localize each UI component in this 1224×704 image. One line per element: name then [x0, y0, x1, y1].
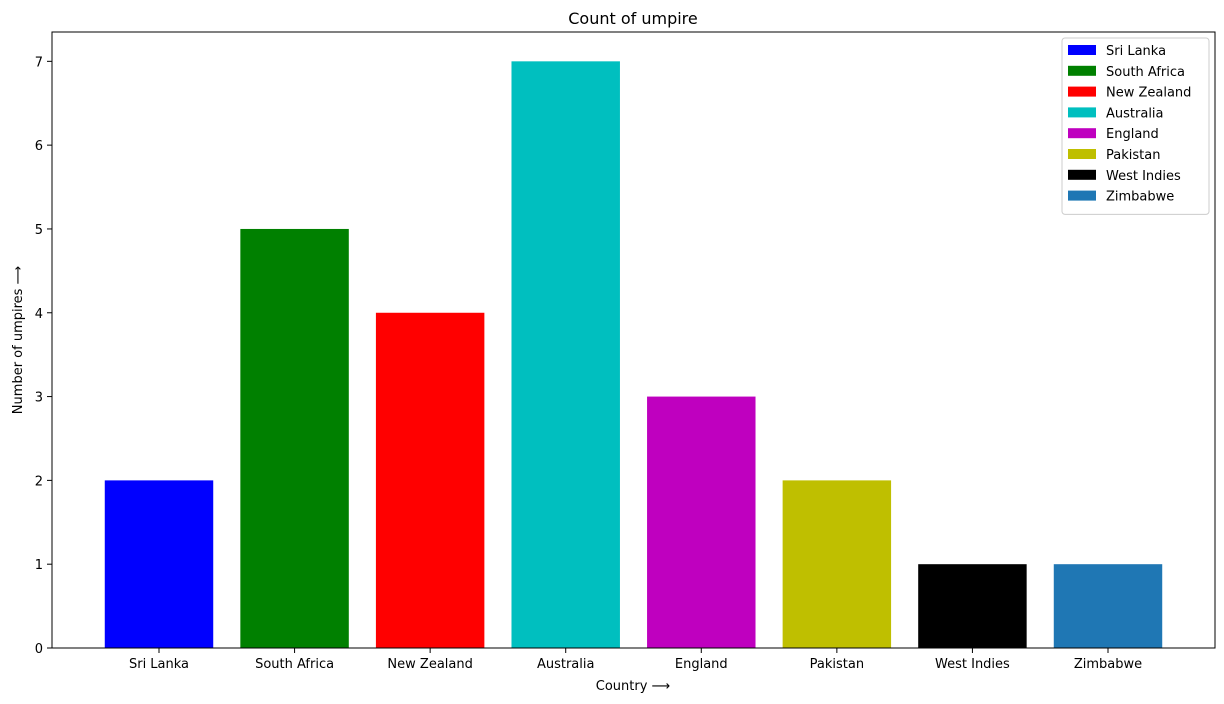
- plot-frame: [51, 31, 1216, 649]
- y-tick-label: 6: [35, 139, 43, 154]
- legend-label: Australia: [1106, 106, 1164, 121]
- legend-swatch: [1068, 86, 1096, 97]
- bar-sri-lanka: [104, 480, 214, 648]
- y-tick-label: 0: [35, 642, 43, 657]
- y-tick-label: 5: [35, 223, 43, 238]
- legend-box: [1061, 37, 1210, 215]
- bars-group: [104, 61, 1163, 649]
- x-tick-label: West Indies: [935, 657, 1010, 672]
- x-tick-label: South Africa: [255, 657, 334, 672]
- y-tick-label: 2: [35, 474, 43, 489]
- x-tick-label: England: [675, 657, 728, 672]
- chart-title: Count of umpire: [568, 9, 698, 28]
- x-axis-ticks: Sri Lanka South Africa New Zealand Austr…: [129, 648, 1142, 672]
- legend-swatch: [1068, 128, 1096, 139]
- y-axis-label: Number of umpires ⟶: [11, 266, 26, 414]
- bar-pakistan: [782, 480, 892, 648]
- legend-swatch: [1068, 169, 1096, 180]
- y-axis-ticks: 0 1 2 3 4 5 6 7: [35, 55, 52, 657]
- x-axis-label: Country ⟶: [596, 679, 670, 694]
- x-tick-label: New Zealand: [387, 657, 472, 672]
- bar-england: [647, 396, 756, 648]
- legend-label: West Indies: [1106, 169, 1181, 184]
- legend-label: South Africa: [1106, 65, 1185, 80]
- legend-swatch: [1068, 190, 1096, 201]
- legend-swatch: [1068, 45, 1096, 55]
- x-tick-label: Australia: [537, 657, 595, 672]
- y-tick-label: 7: [35, 55, 43, 70]
- bar-new-zealand: [375, 312, 485, 648]
- y-tick-label: 1: [35, 558, 43, 573]
- bar-australia: [511, 61, 620, 649]
- legend-swatch: [1068, 149, 1096, 159]
- y-tick-label: 4: [35, 307, 43, 322]
- legend-swatch: [1068, 65, 1096, 76]
- legend-label: Sri Lanka: [1106, 44, 1166, 59]
- legend-label: Zimbabwe: [1106, 190, 1174, 205]
- x-tick-label: Zimbabwe: [1074, 657, 1142, 672]
- legend-label: New Zealand: [1106, 86, 1191, 101]
- x-tick-label: Pakistan: [810, 657, 864, 672]
- bar-zimbabwe: [1053, 564, 1163, 648]
- x-tick-label: Sri Lanka: [129, 657, 189, 672]
- y-tick-label: 3: [35, 391, 43, 406]
- legend: Sri Lanka South Africa New Zealand Austr…: [1061, 37, 1210, 215]
- legend-label: Pakistan: [1106, 148, 1160, 163]
- legend-swatch: [1068, 107, 1096, 118]
- legend-label: England: [1106, 127, 1159, 142]
- bar-west-indies: [918, 564, 1027, 648]
- bar-south-africa: [240, 228, 349, 648]
